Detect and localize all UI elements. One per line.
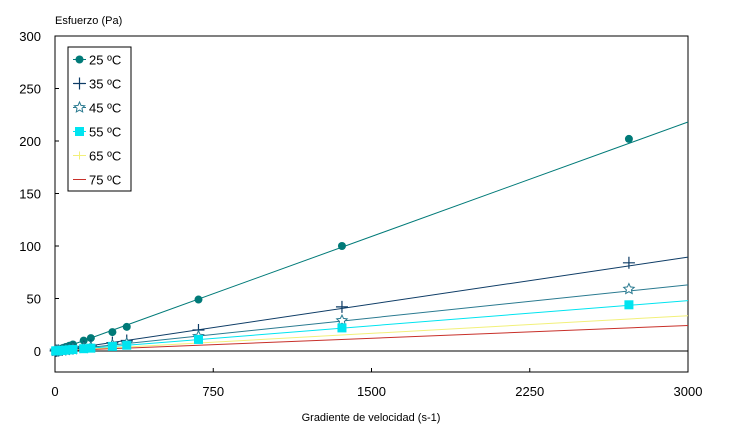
data-point [193,334,203,344]
series-line [54,121,689,352]
y-tick-label: 150 [19,187,41,202]
data-point [68,345,78,355]
x-tick-label: 0 [51,384,58,399]
data-point [622,256,635,269]
data-point [86,343,96,353]
legend-label: 75 ºC [89,173,121,188]
legend-label: 35 ºC [89,77,121,92]
data-point [122,322,131,331]
x-tick-label: 3000 [674,384,703,399]
data-point [624,300,634,310]
data-point [337,242,346,250]
x-tick-label: 2250 [515,384,544,399]
series-points [49,134,636,357]
y-tick-label: 300 [19,29,41,44]
data-point [335,313,349,326]
data-point [107,341,117,351]
legend-marker [73,77,86,90]
y-tick-label: 100 [19,239,41,254]
legend-label: 25 ºC [89,53,121,68]
series-line [54,324,689,352]
y-tick-label: 250 [19,82,41,97]
data-point [622,282,636,295]
legend-box [67,46,132,192]
data-point [79,344,89,354]
data-point [79,336,88,345]
data-point [335,300,348,313]
data-point [86,334,95,343]
data-point [108,328,117,337]
legend-marker [75,151,84,160]
series-line [54,256,689,352]
y-tick-label: 50 [27,292,41,307]
data-point [337,323,347,333]
y-tick-label: 200 [19,134,41,149]
legend-label: 45 ºC [89,101,121,116]
data-point [194,295,203,304]
legend-label: 65 ºC [89,149,121,164]
x-axis-ticks: 0 750 1500 2250 3000 [51,368,702,399]
y-axis-ticks: 0 50 100 150 200 250 300 [19,29,59,359]
series-line [54,300,689,352]
y-axis-label: Esfuerzo (Pa) [55,15,122,27]
x-axis-label: Gradiente de velocidad (s-1) [302,412,441,424]
x-tick-label: 750 [202,384,224,399]
legend-marker [75,55,84,64]
legend: 25 ºC 35 ºC 45 ºC 55 ºC 65 ºC 75 ºC [67,46,132,192]
data-point [624,134,633,143]
legend-marker [75,127,84,136]
y-tick-label: 0 [34,344,41,359]
data-point [122,340,132,350]
plot-frame [54,35,689,373]
series-lines [54,121,689,352]
series-line [54,284,689,352]
series-line [54,315,689,352]
x-tick-label: 1500 [357,384,386,399]
legend-marker [73,100,86,113]
legend-label: 55 ºC [89,125,121,140]
